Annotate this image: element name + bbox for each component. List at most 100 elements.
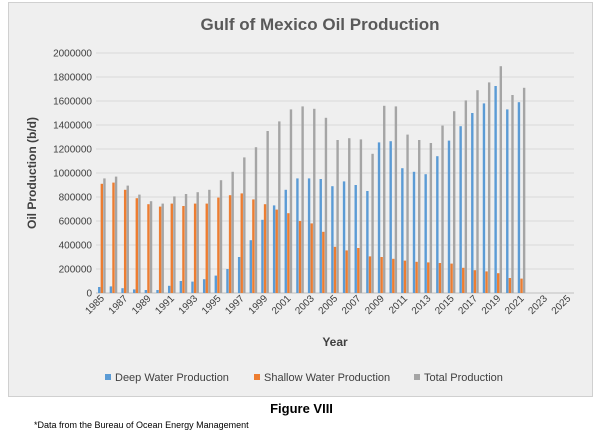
legend-label-shallow: Shallow Water Production — [264, 372, 390, 384]
x-tick-label: 2007 — [340, 293, 364, 317]
bar-deep — [202, 279, 206, 293]
x-tick-label: 2021 — [503, 293, 527, 317]
bar-total — [348, 138, 351, 293]
y-tick-label: 1000000 — [53, 169, 92, 180]
x-tick-label: 2025 — [550, 293, 574, 317]
bar-total — [231, 171, 234, 293]
bar-shallow — [485, 271, 488, 293]
bar-deep — [167, 285, 171, 293]
bar-total — [126, 185, 129, 293]
bar-total — [476, 90, 479, 293]
footnote: *Data from the Bureau of Ocean Energy Ma… — [34, 420, 249, 430]
bar-deep — [237, 257, 241, 293]
bar-deep — [331, 186, 334, 293]
bar-deep — [377, 142, 381, 293]
bar-total — [313, 108, 316, 293]
bar-total — [301, 106, 304, 294]
x-tick-label: 2011 — [387, 293, 410, 316]
bar-shallow — [228, 195, 232, 293]
bar-shallow — [380, 257, 383, 293]
bar-total — [522, 87, 526, 293]
bar-shallow — [403, 260, 407, 293]
bar-total — [452, 111, 456, 293]
y-tick-label: 1600000 — [53, 97, 92, 108]
bar-deep — [354, 185, 357, 293]
bar-shallow — [205, 203, 208, 293]
x-tick-label: 2001 — [270, 293, 294, 317]
figure-caption: Figure VIII — [270, 401, 333, 416]
bar-shallow — [333, 246, 337, 293]
bar-total — [487, 82, 491, 294]
bar-shallow — [368, 256, 372, 293]
y-tick-label: 1800000 — [53, 73, 92, 84]
bar-shallow — [497, 273, 500, 293]
bar-deep — [284, 189, 287, 293]
x-tick-label: 1991 — [153, 293, 177, 317]
legend-label-deep: Deep Water Production — [115, 372, 229, 384]
bar-deep — [191, 281, 194, 293]
bar-shallow — [345, 250, 348, 293]
bar-deep — [272, 205, 276, 293]
bar-deep — [447, 140, 451, 293]
bar-shallow — [427, 262, 430, 293]
bar-total — [418, 140, 421, 293]
x-axis-title: Year — [322, 335, 348, 349]
bar-deep — [179, 281, 183, 293]
bar-total — [406, 134, 409, 293]
bar-total — [243, 157, 246, 293]
bar-shallow — [287, 213, 290, 293]
bar-shallow — [158, 206, 162, 293]
bar-deep — [424, 174, 427, 293]
bar-deep — [249, 240, 252, 293]
bar-total — [219, 180, 223, 293]
bar-deep — [494, 86, 497, 293]
bar-deep — [98, 287, 101, 293]
bar-deep — [366, 191, 369, 293]
bar-shallow — [193, 203, 197, 293]
bar-shallow — [392, 258, 395, 293]
x-tick-label: 1993 — [177, 293, 201, 317]
bar-deep — [482, 103, 486, 294]
y-tick-label: 1400000 — [53, 121, 92, 132]
bar-total — [114, 176, 118, 293]
bar-deep — [401, 168, 404, 293]
bar-total — [464, 100, 468, 294]
bar-total — [336, 140, 339, 293]
bar-total — [254, 147, 258, 293]
bar-shallow — [473, 270, 477, 293]
y-tick-label: 2000000 — [53, 49, 92, 60]
bar-deep — [214, 275, 218, 293]
bar-deep — [156, 290, 159, 293]
bar-total — [173, 196, 176, 293]
bar-shallow — [135, 198, 138, 293]
y-tick-label: 600000 — [59, 217, 93, 228]
bar-shallow — [357, 248, 360, 293]
bar-total — [324, 117, 328, 293]
bar-shallow — [310, 223, 313, 293]
bar-total — [511, 95, 514, 293]
y-tick-label: 200000 — [59, 265, 93, 276]
bar-total — [184, 194, 188, 293]
bar-total — [371, 153, 374, 293]
x-tick-label: 2013 — [410, 293, 434, 317]
bar-total — [499, 66, 503, 293]
bar-total — [149, 201, 153, 293]
x-tick-label: 1997 — [223, 293, 247, 317]
x-tick-label: 2009 — [363, 293, 387, 317]
bar-total — [208, 189, 211, 293]
bar-deep — [506, 109, 509, 294]
bar-deep — [517, 102, 521, 293]
bar-total — [383, 105, 386, 293]
bar-total — [103, 178, 106, 293]
bar-total — [278, 121, 281, 294]
bar-deep — [144, 290, 148, 293]
bar-shallow — [100, 183, 104, 293]
y-tick-label: 0 — [86, 289, 92, 300]
y-tick-label: 1200000 — [53, 145, 92, 156]
x-tick-label: 2015 — [433, 293, 457, 317]
legend-swatch-shallow — [254, 374, 260, 380]
bar-shallow — [182, 206, 185, 293]
x-tick-label: 2019 — [480, 293, 504, 317]
bar-shallow — [123, 189, 127, 293]
bar-shallow — [508, 278, 512, 293]
